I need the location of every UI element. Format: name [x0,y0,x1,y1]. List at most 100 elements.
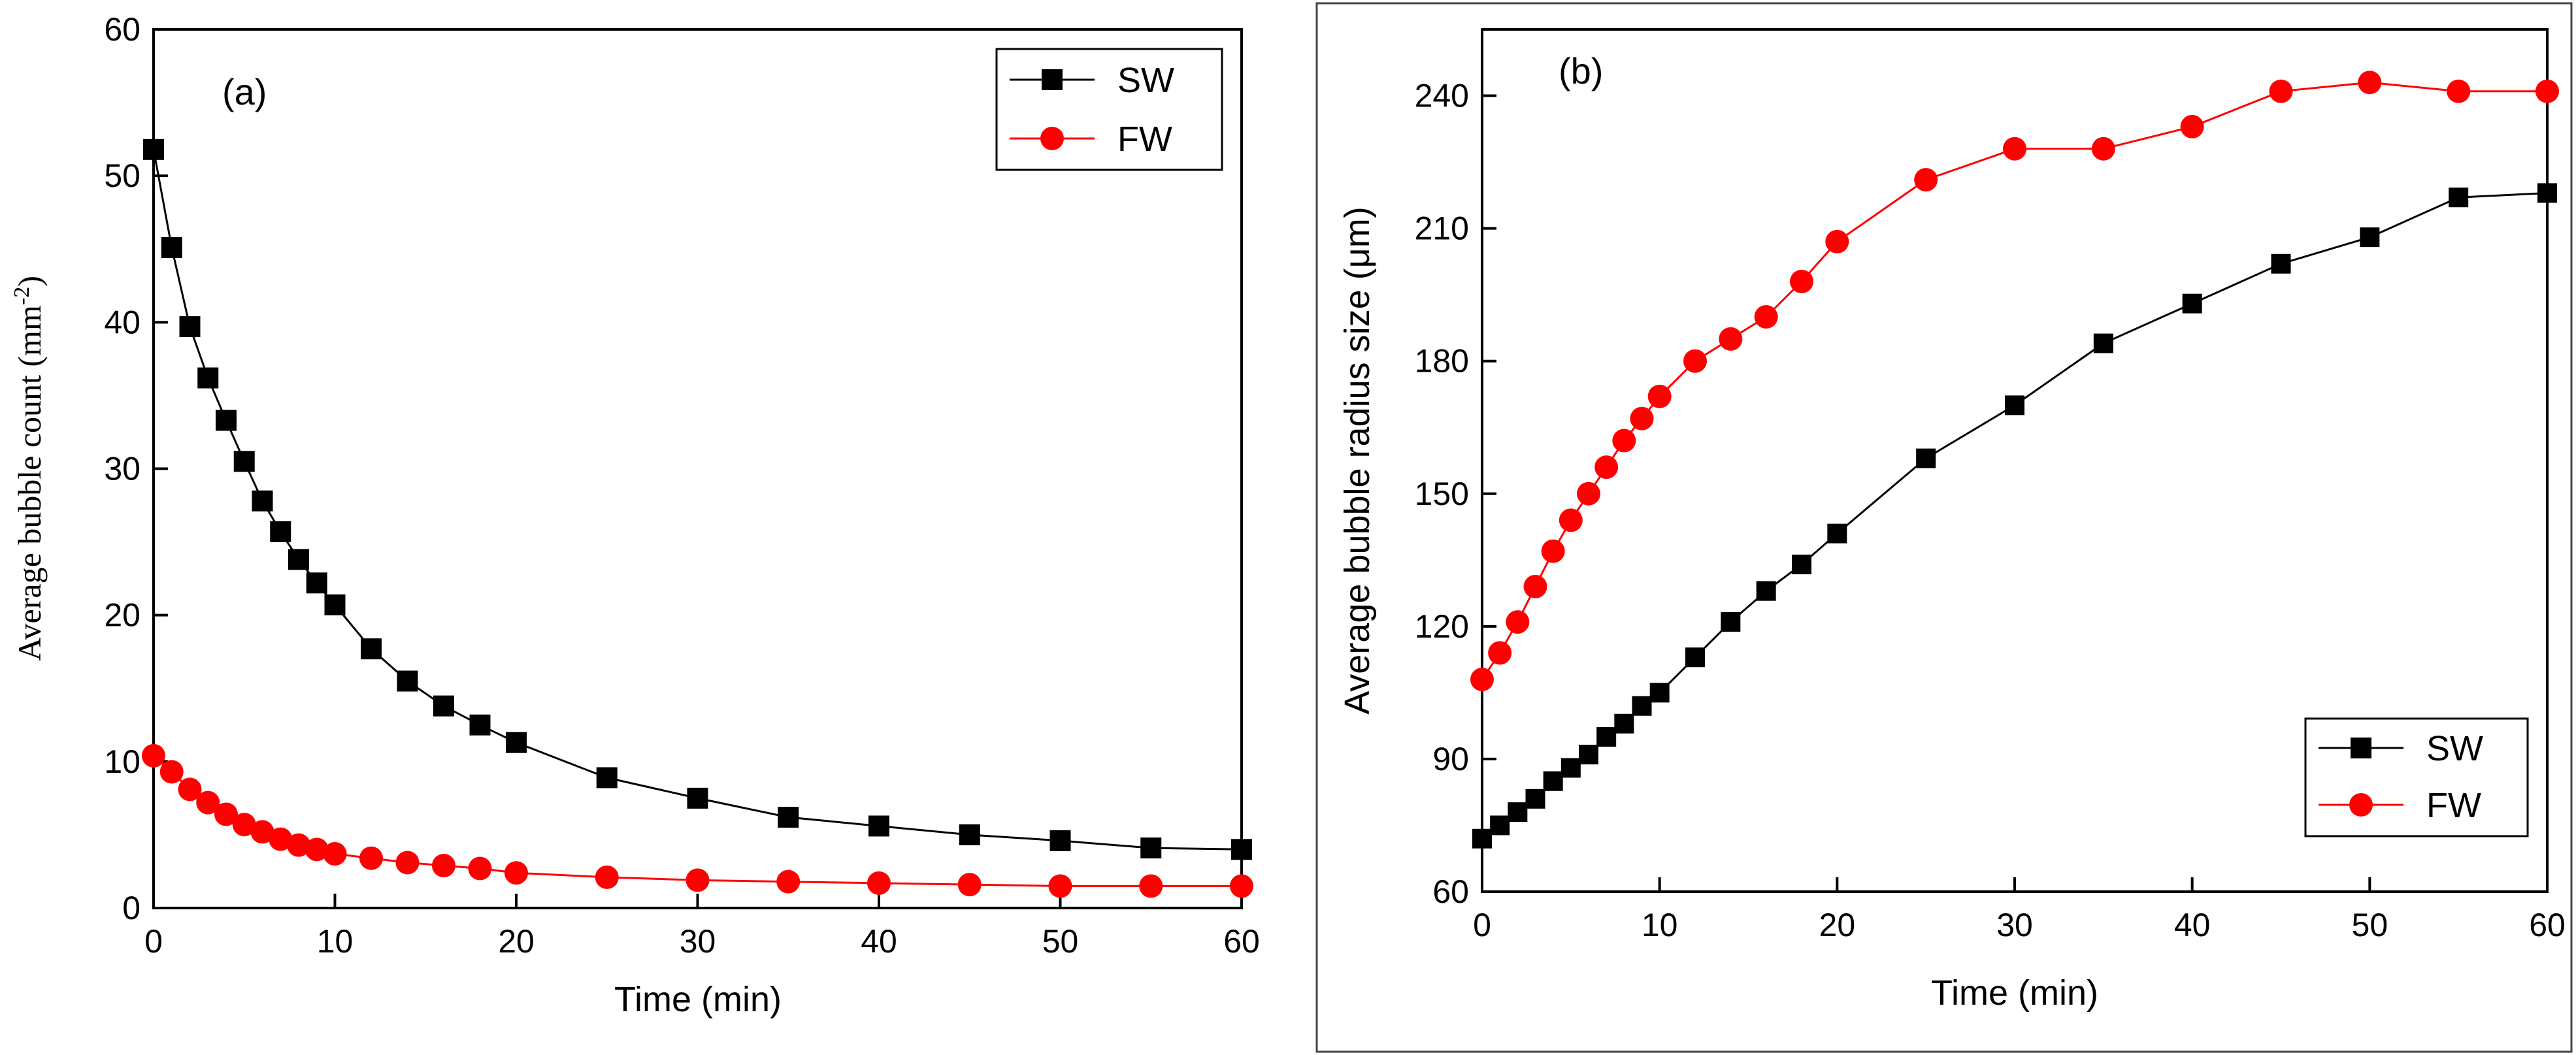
panel-b-legend-sw-label: SW [2426,729,2483,768]
panel-a-series-fw-point [323,842,347,866]
panel-b-series-sw-point [1756,581,1776,601]
panel-b-series [1470,71,2559,849]
panel-a-y-tick-label: 40 [104,304,140,340]
panel-a-series-sw-point [306,572,327,594]
panel-b-series-sw-point [2005,395,2024,415]
panel-a-series-sw-point [361,638,382,660]
panel-a-legend-sw-label: SW [1117,61,1174,100]
panel-b-series-sw-point [1916,448,1936,468]
panel-b-outer-border [1315,2,2573,1053]
panel-a-series-sw-point [270,521,291,542]
panel-b-y-tick-label: 240 [1415,78,1469,114]
panel-a-y-tick-label: 60 [104,11,140,48]
panel-a-series-fw-point [685,868,710,892]
panel-b-series-fw-point [1594,455,1619,479]
panel-a: (a) Time (min) Average bubble count (mm-… [10,11,1260,1019]
panel-b-series-fw-line [1481,81,2547,680]
panel-a-y-tick-label: 50 [104,157,140,194]
panel-a-series-fw-point [468,856,492,881]
panel-a-series-sw-point [143,138,164,160]
panel-a-legend-fw-marker [1040,127,1064,150]
panel-b-y-tick-label: 180 [1415,343,1469,380]
panel-a-y-tick-label: 20 [104,597,140,634]
panel-a-series-fw-point [287,833,310,857]
panel-b-series-fw-point [1523,574,1547,598]
panel-a-series-sw-point [197,367,219,389]
panel-a-series-sw-point [288,549,309,570]
panel-b-series-fw-point [2447,79,2471,103]
panel-a-legend-sw-marker [1042,69,1063,90]
panel-a-series-sw-point [324,594,346,615]
panel-b-legend-fw-marker [2349,793,2373,817]
panel-b-x-ticks: 0 10 20 30 40 50 60 [1473,877,2566,943]
panel-a-y-axis-label: Average bubble count (mm-2) [10,276,48,661]
panel-a-series-fw-point [1139,874,1163,898]
panel-a-series-sw-line [152,149,1242,851]
panel-b-series-fw-point [1790,269,1813,293]
panel-b-series-fw-point [1754,305,1778,329]
panel-b-series-fw-point [1719,327,1743,351]
panel-a-series-sw-point [433,695,454,717]
panel-a-series-sw-point [397,670,418,692]
panel-a-legend-fw-label: FW [1117,120,1172,159]
panel-a-x-tick-label: 30 [680,923,716,960]
panel-a-x-tick-label: 10 [317,923,354,960]
panel-b-y-tick-label: 150 [1415,476,1469,512]
panel-b-y-tick-label: 210 [1415,210,1469,247]
panel-b-y-tick-label: 120 [1415,608,1469,645]
panel-b-series-sw-point [2271,253,2291,274]
panel-a-y-axis-label-close: ) [11,276,48,287]
panel-a-series-sw-point [469,714,491,736]
panel-a-series-fw-point [142,743,165,768]
panel-a-series-sw-point [216,410,237,431]
panel-b-series-sw-point [1614,713,1634,734]
panel-a-y-tick-label: 0 [122,890,140,926]
panel-b-series-fw-point [1647,384,1672,408]
panel-a-x-tick-label: 20 [498,923,535,960]
panel-b-y-axis-label: Average bubble radius size (μm) [1338,206,1377,715]
panel-a-series-fw-point [1230,874,1253,898]
panel-b-y-tick-label: 90 [1432,741,1469,777]
panel-b-x-tick-label: 60 [2529,907,2566,943]
panel-a-series-fw-point [178,777,202,802]
panel-b-series-sw-point [1525,788,1545,809]
panel-a-series-sw-point [179,316,201,338]
panel-b-series-fw-point [1470,668,1494,692]
panel-a-series-fw-point [232,813,256,837]
panel-a-series-fw-point [214,802,238,826]
panel-b-series-fw-point [1914,168,1938,192]
panel-b-series-sw-point [2537,183,2557,203]
panel-b-series-sw-point [2093,333,2113,353]
panel-a-series-fw-point [867,871,891,895]
panel-b-series-fw-point [1541,539,1565,563]
panel-b-series-fw-point [2535,79,2559,103]
panel-a-series-fw-point [250,820,274,844]
panel-b-series-fw-point [1577,481,1600,506]
panel-a-x-ticks: 0 10 20 30 40 50 60 [144,894,1260,960]
panel-a-x-tick-label: 50 [1042,923,1079,960]
panel-a-x-tick-label: 60 [1223,923,1260,960]
panel-a-series-sw-point [778,807,799,828]
panel-b-series-sw-point [1827,523,1847,544]
panel-b-y-tick-label: 60 [1432,873,1469,910]
panel-a-x-axis-label: Time (min) [614,980,782,1019]
panel-b-series-fw-point [1630,406,1654,430]
panel-a-series-fw-point [595,865,619,889]
panel-b-series-fw-point [2269,79,2293,103]
panel-a-series-sw-point [161,237,182,259]
panel-b-series-sw-point [2360,227,2380,248]
panel-b-series-sw-point [2449,187,2469,208]
panel-a-series-fw-point [269,827,293,851]
panel-b-series-sw-point [1721,612,1741,632]
panel-a-series-sw-point [1049,830,1071,851]
panel-a-series-sw-point [1140,837,1162,859]
panel-a-series-sw-point [959,824,980,845]
panel-b-series-sw-point [1490,815,1510,836]
panel-a-y-axis-label-sup: -2 [10,287,34,305]
panel-a-series-sw-point [868,815,889,837]
panel-a-series-sw-point [1231,839,1252,860]
panel-b-series-sw-point [2182,293,2202,314]
panel-b-legend-sw-marker [2351,738,2371,758]
panel-a-series-fw-point [1048,874,1072,898]
